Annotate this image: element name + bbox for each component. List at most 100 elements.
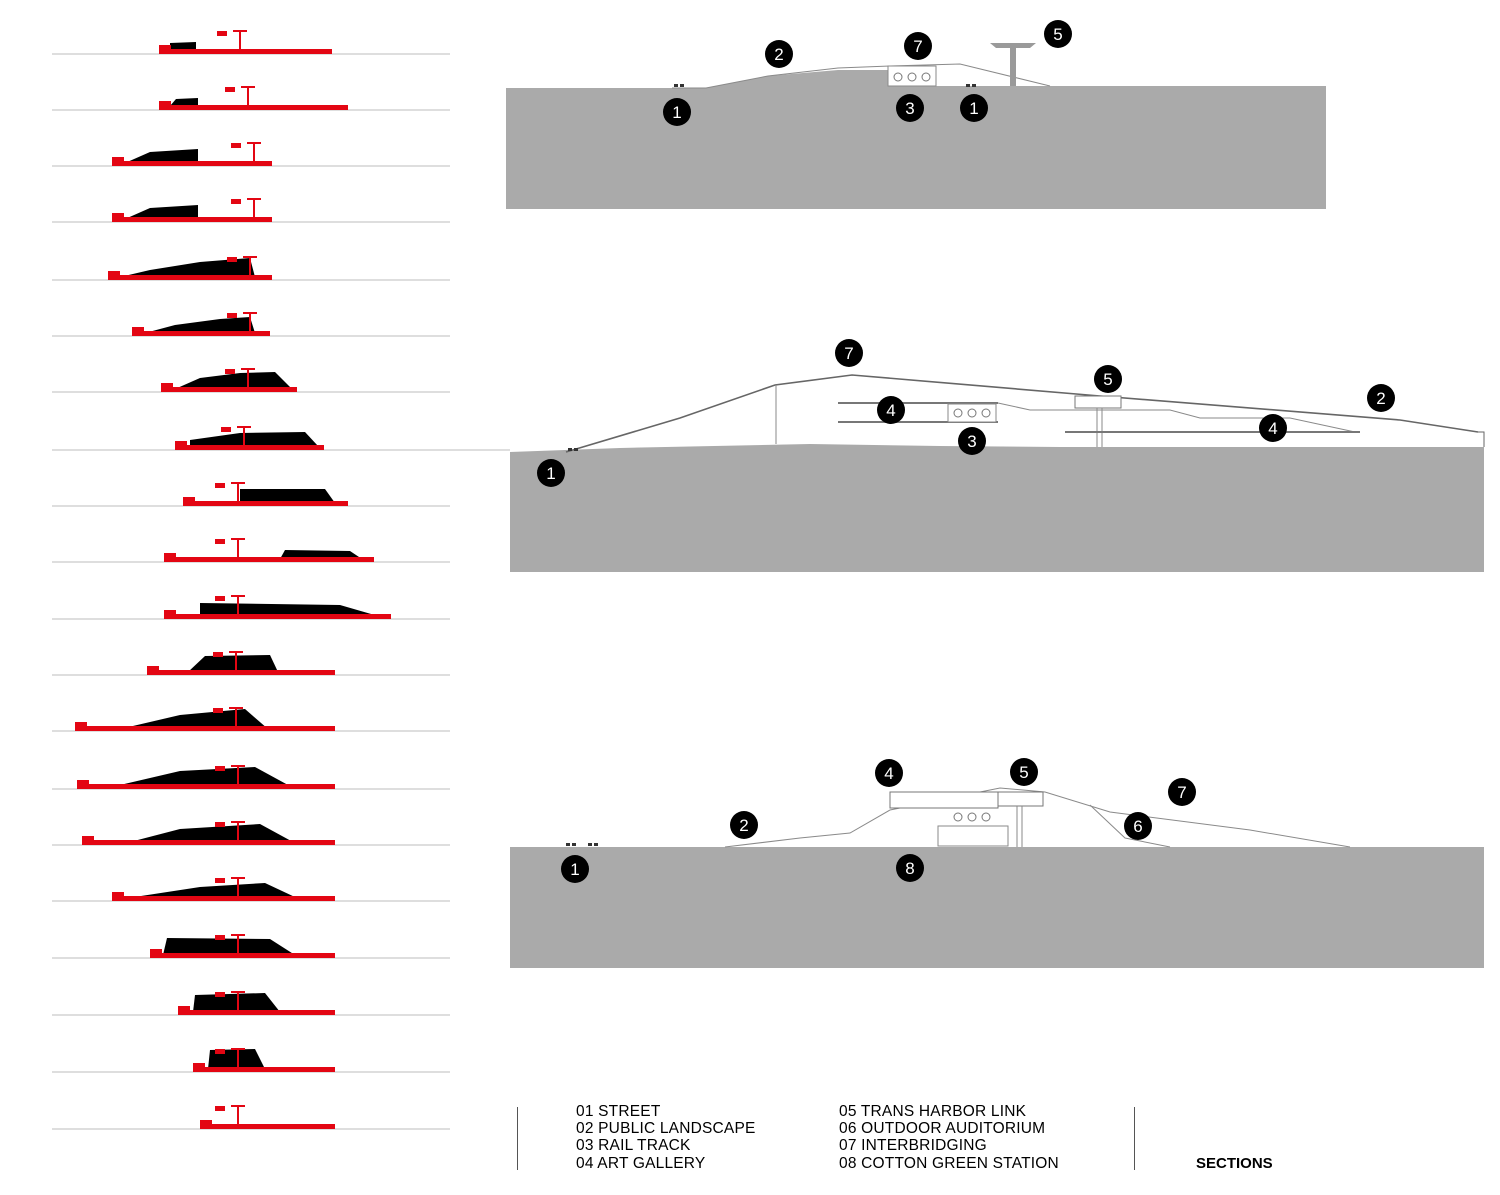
callout-circle bbox=[1259, 414, 1287, 442]
mini-section-link-pier bbox=[249, 312, 251, 331]
section-3 bbox=[510, 787, 1484, 968]
mini-section-step bbox=[164, 553, 176, 557]
callout-badge: 5 bbox=[1044, 20, 1072, 48]
callout-circle bbox=[904, 32, 932, 60]
mini-section-mass bbox=[280, 550, 362, 559]
mini-section-step bbox=[150, 949, 162, 953]
mini-section-base bbox=[159, 49, 332, 54]
mini-section-gallery bbox=[221, 427, 231, 432]
mini-section-mass bbox=[128, 883, 297, 898]
mini-section-base bbox=[75, 726, 335, 731]
callout-circle bbox=[875, 759, 903, 787]
mini-section-gallery bbox=[215, 766, 225, 771]
mini-section-base bbox=[164, 614, 391, 619]
art-gallery-volume bbox=[889, 791, 999, 809]
callout-badge: 2 bbox=[730, 811, 758, 839]
legend-divider-right bbox=[1134, 1107, 1135, 1170]
callout-circle bbox=[537, 459, 565, 487]
callout-badge: 3 bbox=[958, 427, 986, 455]
mini-section-link-pier bbox=[237, 538, 239, 557]
callout-circle bbox=[1010, 758, 1038, 786]
callout-number: 2 bbox=[739, 816, 748, 835]
callout-badge: 1 bbox=[960, 94, 988, 122]
mini-section-step bbox=[112, 157, 124, 161]
mini-section-mass bbox=[125, 149, 198, 163]
mini-section-gallery bbox=[215, 878, 225, 883]
landscape-line bbox=[672, 63, 1051, 89]
mini-section-gallery bbox=[231, 199, 241, 204]
callout-number: 1 bbox=[570, 860, 579, 879]
mini-section-step bbox=[161, 383, 173, 387]
mini-section-mass bbox=[120, 767, 288, 785]
mini-section-step bbox=[193, 1063, 205, 1067]
rail-tunnel bbox=[947, 403, 997, 423]
callout-circle bbox=[1168, 778, 1196, 806]
car bbox=[574, 448, 578, 451]
mini-section-link-pier bbox=[247, 86, 249, 105]
legend-item: 01 STREET bbox=[576, 1103, 661, 1120]
mini-section bbox=[52, 30, 450, 55]
mini-section-link-pier bbox=[253, 142, 255, 161]
mini-section-base bbox=[175, 445, 324, 450]
mini-section-step bbox=[159, 101, 171, 105]
mini-section-base bbox=[77, 784, 335, 789]
legend-item: 07 INTERBRIDGING bbox=[839, 1137, 987, 1155]
callout-circle bbox=[960, 94, 988, 122]
auditorium-steps bbox=[1089, 804, 1171, 848]
mini-section bbox=[52, 877, 450, 902]
callout-circle bbox=[765, 40, 793, 68]
mini-section-base bbox=[183, 501, 348, 506]
legend-item: 02 PUBLIC LANDSCAPE bbox=[576, 1120, 756, 1138]
callout-circle bbox=[1044, 20, 1072, 48]
mini-section-link-pier bbox=[249, 256, 251, 275]
mini-section bbox=[52, 482, 450, 507]
mini-section-gallery bbox=[213, 708, 223, 713]
mini-section-step bbox=[183, 497, 195, 501]
mini-section-step bbox=[112, 892, 124, 896]
mini-section-step bbox=[82, 836, 94, 840]
legend-column-2: 05 TRANS HARBOR LINK 06 OUTDOOR AUDITORI… bbox=[839, 1103, 1059, 1172]
legend-column-1: 01 STREET 02 PUBLIC LANDSCAPE 03 RAIL TR… bbox=[576, 1103, 756, 1172]
train-car bbox=[907, 72, 917, 82]
mini-section bbox=[52, 651, 450, 676]
callout-badge: 4 bbox=[877, 396, 905, 424]
callout-badge: 3 bbox=[896, 94, 924, 122]
mini-section-link-pier bbox=[237, 934, 239, 953]
mini-section-base bbox=[112, 896, 335, 901]
mini-section-step bbox=[147, 666, 159, 670]
callout-number: 7 bbox=[1177, 783, 1186, 802]
callout-number: 8 bbox=[905, 859, 914, 878]
mini-section-base bbox=[161, 387, 297, 392]
mini-section-mass bbox=[120, 709, 268, 729]
callout-badge: 2 bbox=[765, 40, 793, 68]
train-car bbox=[953, 812, 963, 822]
harbor-link-deck bbox=[1074, 395, 1122, 409]
callout-number: 6 bbox=[1133, 817, 1142, 836]
mini-section-link-pier bbox=[235, 651, 237, 670]
mini-section bbox=[52, 538, 450, 563]
mini-section-link-pier bbox=[247, 368, 249, 387]
mini-section-gallery bbox=[215, 1049, 225, 1054]
mini-section-mass bbox=[125, 205, 198, 219]
train-car bbox=[893, 72, 903, 82]
mini-section-link-pier bbox=[237, 765, 239, 784]
mini-section-base bbox=[112, 161, 272, 166]
mini-section-gallery bbox=[227, 313, 237, 318]
callout-number: 2 bbox=[774, 45, 783, 64]
mini-section-step bbox=[112, 213, 124, 217]
mini-section-base bbox=[178, 1010, 335, 1015]
mini-section-link-pier bbox=[235, 707, 237, 726]
callout-circle bbox=[1094, 365, 1122, 393]
mini-section-mass bbox=[130, 824, 293, 842]
mini-section-base bbox=[82, 840, 335, 845]
callout-number: 4 bbox=[884, 764, 893, 783]
gallery-ramp bbox=[997, 402, 1356, 433]
mini-section-link-pier bbox=[237, 877, 239, 896]
mini-section-base bbox=[147, 670, 335, 675]
callout-number: 1 bbox=[672, 103, 681, 122]
legend-item: 03 RAIL TRACK bbox=[576, 1137, 691, 1155]
legend-item: 05 TRANS HARBOR LINK bbox=[839, 1103, 1027, 1120]
mini-section-gallery bbox=[215, 1106, 225, 1111]
callout-badge: 5 bbox=[1010, 758, 1038, 786]
mini-section bbox=[52, 765, 450, 790]
